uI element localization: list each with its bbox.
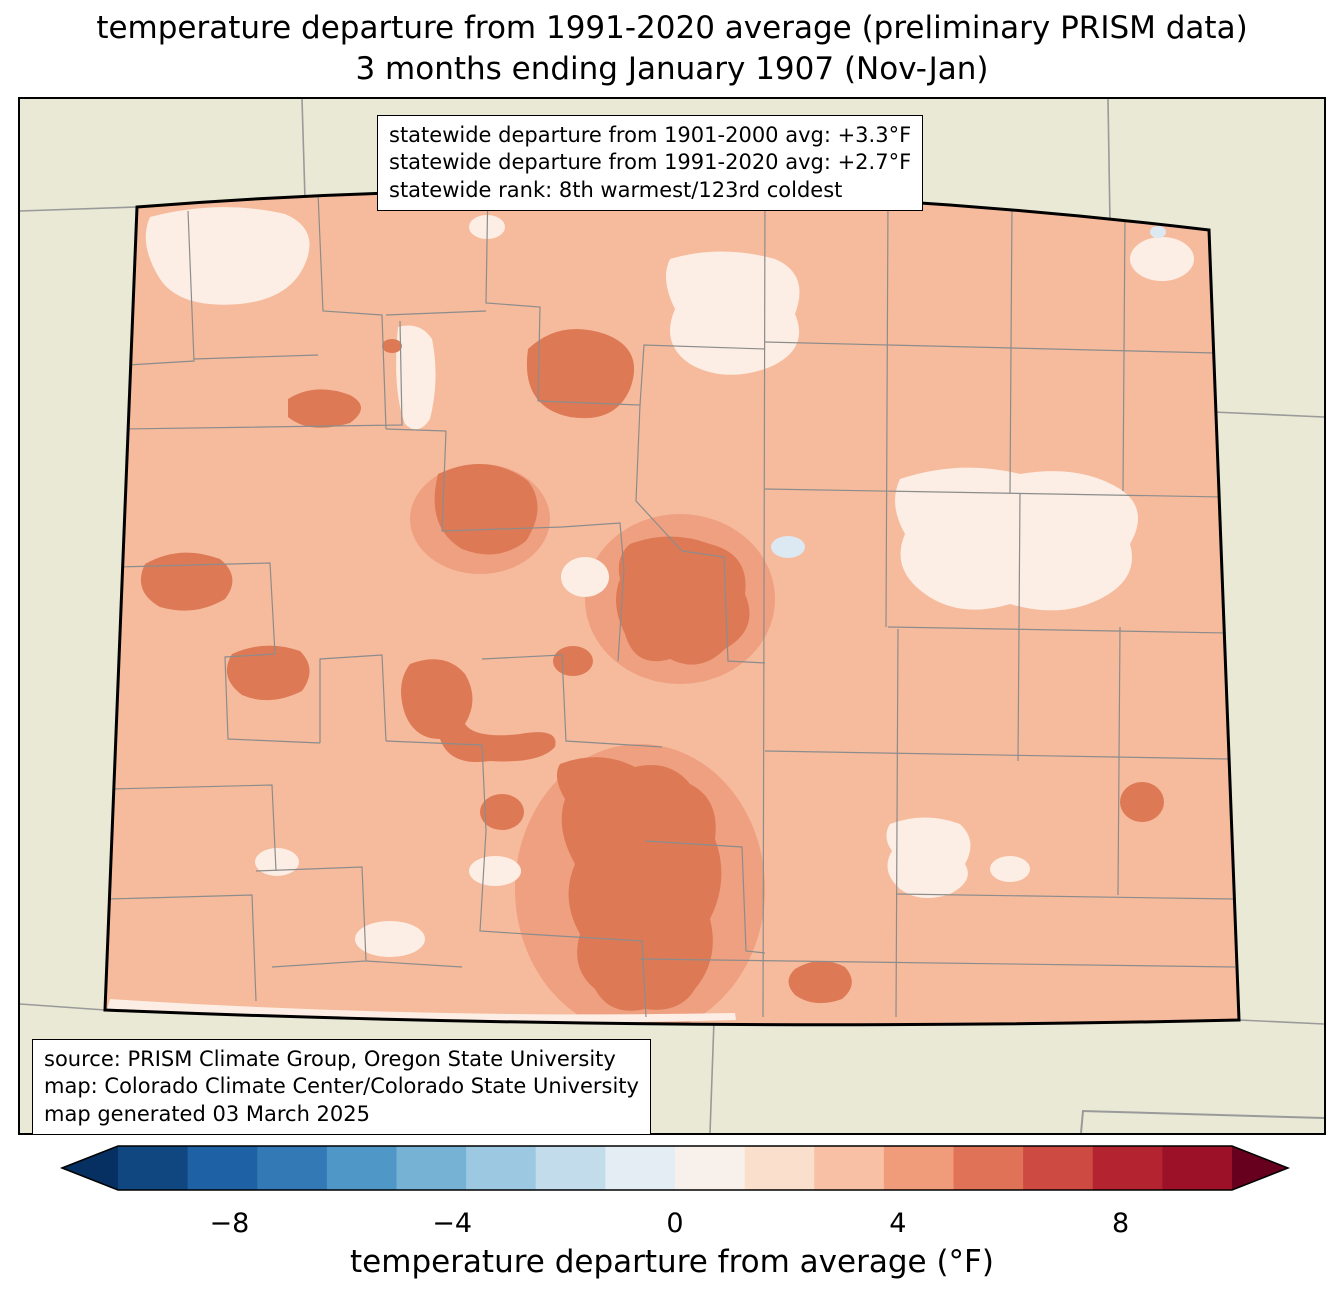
colorbar-segment	[1092, 1146, 1163, 1190]
colorbar-segment	[118, 1146, 189, 1190]
colorbar-segment	[326, 1146, 398, 1190]
neighbor-state-borders	[20, 99, 1324, 1133]
colorbar-label: temperature departure from average (°F)	[350, 1244, 994, 1280]
stats-line-3: statewide rank: 8th warmest/123rd coldes…	[389, 177, 843, 202]
warm-anomaly-patches	[140, 329, 1164, 1011]
source-box: source: PRISM Climate Group, Oregon Stat…	[32, 1039, 651, 1135]
colorbar-segment	[675, 1146, 746, 1190]
colorbar-segment	[187, 1146, 258, 1190]
title-line-2: 3 months ending January 1907 (Nov-Jan)	[355, 50, 989, 87]
map-canvas	[20, 99, 1324, 1133]
colorbar-segment	[396, 1146, 467, 1190]
stats-line-1: statewide departure from 1901-2000 avg: …	[389, 123, 912, 147]
colorbar-segment	[466, 1146, 537, 1190]
colorbar-segment	[883, 1146, 955, 1190]
source-line-1: source: PRISM Climate Group, Oregon Stat…	[44, 1047, 616, 1071]
colorbar-left-arrow	[62, 1146, 118, 1190]
colorbar-svg: −8 −4 0 4 8	[59, 1145, 1291, 1239]
colorbar-tick-label: −8	[209, 1208, 249, 1239]
colorbar-tick-label: −4	[432, 1208, 472, 1239]
colorbar-segment	[814, 1146, 885, 1190]
map-title: temperature departure from 1991-2020 ave…	[0, 8, 1344, 90]
stats-line-2: statewide departure from 1991-2020 avg: …	[389, 150, 912, 175]
colorbar-segment	[257, 1146, 328, 1190]
source-line-2: map: Colorado Climate Center/Colorado St…	[44, 1074, 639, 1099]
colorbar-segment	[953, 1146, 1024, 1190]
colorbar-segment	[1023, 1146, 1094, 1190]
title-line-1: temperature departure from 1991-2020 ave…	[96, 10, 1248, 46]
map-frame: statewide departure from 1901-2000 avg: …	[18, 97, 1326, 1135]
colorbar-segment	[605, 1146, 676, 1190]
colorbar-tick-label: 8	[1112, 1208, 1129, 1239]
colorbar-right-arrow	[1232, 1146, 1288, 1190]
county-boundaries	[107, 190, 1236, 1018]
colorbar-area: −8 −4 0 4 8 temperature departure from avera…	[0, 1140, 1344, 1280]
cool-anomaly-patches	[771, 226, 1166, 558]
stats-box: statewide departure from 1901-2000 avg: …	[377, 115, 924, 211]
colorbar-tick-label: 0	[666, 1208, 683, 1239]
colorbar-outline	[59, 1145, 1291, 1191]
source-line-3: map generated 03 March 2025	[44, 1101, 371, 1126]
colorbar-segment	[744, 1146, 815, 1190]
colorbar-segment	[535, 1146, 606, 1190]
colorbar-tick-label: 4	[889, 1208, 906, 1239]
colorbar-segment	[1162, 1146, 1233, 1190]
